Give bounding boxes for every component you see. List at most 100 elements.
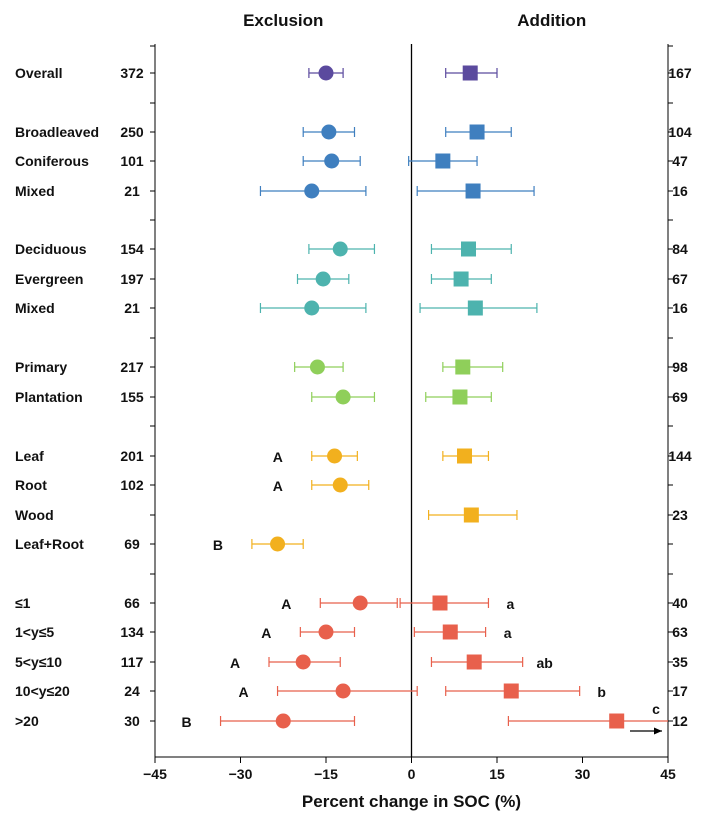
data-rows: Overall 372 167 Broadleaved 250 104 Coniferous… <box>15 65 692 735</box>
exclusion-sig-letter: A <box>273 449 283 465</box>
addition-mean-point <box>435 153 451 169</box>
row-label: ≤1 <box>15 595 31 611</box>
panel-headers: Exclusion Addition <box>243 11 586 30</box>
row-16: 10<y≤20 24 A 17 b <box>15 683 688 700</box>
addition-sig-letter: a <box>507 596 515 612</box>
addition-count: 63 <box>672 624 688 640</box>
addition-sig-letter: b <box>597 684 606 700</box>
row-label: 10<y≤20 <box>15 683 70 699</box>
addition-mean-point <box>503 683 519 699</box>
exclusion-sig-letter: B <box>213 537 223 553</box>
addition-sig-letter: c <box>652 701 660 717</box>
exclusion-mean-point <box>309 359 325 375</box>
row-10: Root 102 A <box>15 477 370 494</box>
row-4: Deciduous 154 84 <box>15 241 688 257</box>
exclusion-count: 155 <box>120 389 144 405</box>
exclusion-mean-point <box>295 654 311 670</box>
addition-mean-point <box>432 595 448 611</box>
addition-mean-point <box>457 448 473 464</box>
row-1: Broadleaved 250 104 <box>15 124 692 140</box>
addition-count: 23 <box>672 507 688 523</box>
addition-count: 47 <box>672 153 688 169</box>
exclusion-mean-point <box>332 241 348 257</box>
panel-header-addition: Addition <box>517 11 586 30</box>
addition-sig-letter: a <box>504 625 512 641</box>
row-label: Deciduous <box>15 241 87 257</box>
addition-mean-point <box>452 389 468 405</box>
exclusion-count: 134 <box>120 624 144 640</box>
exclusion-mean-point <box>335 389 351 405</box>
row-13: ≤1 66 A 40 a <box>15 595 688 612</box>
addition-mean-point <box>442 624 458 640</box>
addition-count: 12 <box>672 713 688 729</box>
row-11: Wood 23 <box>15 507 688 523</box>
exclusion-count: 250 <box>120 124 144 140</box>
exclusion-sig-letter: A <box>238 684 248 700</box>
exclusion-count: 30 <box>124 713 140 729</box>
row-label: Plantation <box>15 389 83 405</box>
addition-mean-point <box>461 241 476 257</box>
exclusion-sig-letter: B <box>181 714 191 730</box>
row-2: Coniferous 101 47 <box>15 153 688 169</box>
row-label: Mixed <box>15 300 55 316</box>
addition-count: 98 <box>672 359 688 375</box>
row-label: 1<y≤5 <box>15 624 54 640</box>
x-tick-label: −30 <box>229 766 253 782</box>
row-9: Leaf 201 A 144 <box>15 448 692 465</box>
exclusion-mean-point <box>327 448 343 464</box>
exclusion-mean-point <box>321 124 337 140</box>
plot-frame <box>150 44 673 758</box>
x-tick-label: 30 <box>575 766 591 782</box>
exclusion-count: 21 <box>124 300 140 316</box>
exclusion-mean-point <box>332 477 348 493</box>
addition-mean-point <box>466 654 482 670</box>
exclusion-mean-point <box>352 595 368 611</box>
addition-mean-point <box>463 507 479 523</box>
addition-count: 16 <box>672 300 688 316</box>
row-15: 5<y≤10 117 A 35 ab <box>15 654 688 671</box>
row-label: Primary <box>15 359 67 375</box>
panel-header-exclusion: Exclusion <box>243 11 323 30</box>
addition-mean-point <box>469 124 485 140</box>
row-label: Leaf+Root <box>15 536 84 552</box>
exclusion-mean-point <box>270 536 286 552</box>
addition-count: 167 <box>668 65 692 81</box>
row-label: Root <box>15 477 47 493</box>
exclusion-count: 21 <box>124 183 140 199</box>
addition-sig-letter: ab <box>536 655 552 671</box>
addition-count: 67 <box>672 271 688 287</box>
x-tick-label: 0 <box>408 766 416 782</box>
row-label: Wood <box>15 507 54 523</box>
exclusion-count: 372 <box>120 65 144 81</box>
exclusion-count: 101 <box>120 153 144 169</box>
addition-count: 84 <box>672 241 688 257</box>
row-label: Leaf <box>15 448 44 464</box>
addition-count: 40 <box>672 595 688 611</box>
row-label: >20 <box>15 713 39 729</box>
exclusion-count: 69 <box>124 536 140 552</box>
x-tick-label: −15 <box>314 766 338 782</box>
row-17: >20 30 B 12 c <box>15 701 688 735</box>
x-tick-label: 45 <box>660 766 676 782</box>
row-3: Mixed 21 16 <box>15 183 688 199</box>
row-8: Plantation 155 69 <box>15 389 688 405</box>
addition-mean-point <box>609 713 625 729</box>
exclusion-mean-point <box>315 271 331 287</box>
exclusion-mean-point <box>304 300 320 316</box>
exclusion-sig-letter: A <box>230 655 240 671</box>
exclusion-count: 24 <box>124 683 140 699</box>
row-12: Leaf+Root 69 B <box>15 536 304 553</box>
row-7: Primary 217 98 <box>15 359 688 375</box>
addition-mean-point <box>453 271 469 287</box>
exclusion-sig-letter: A <box>281 596 291 612</box>
row-label: Mixed <box>15 183 55 199</box>
truncation-arrow-head <box>654 727 662 735</box>
addition-count: 17 <box>672 683 688 699</box>
row-0: Overall 372 167 <box>15 65 692 81</box>
row-5: Evergreen 197 67 <box>15 271 688 287</box>
addition-count: 104 <box>668 124 692 140</box>
x-axis: −45 −30 −15 0 15 30 45 <box>143 757 676 782</box>
addition-count: 144 <box>668 448 692 464</box>
exclusion-mean-point <box>335 683 351 699</box>
